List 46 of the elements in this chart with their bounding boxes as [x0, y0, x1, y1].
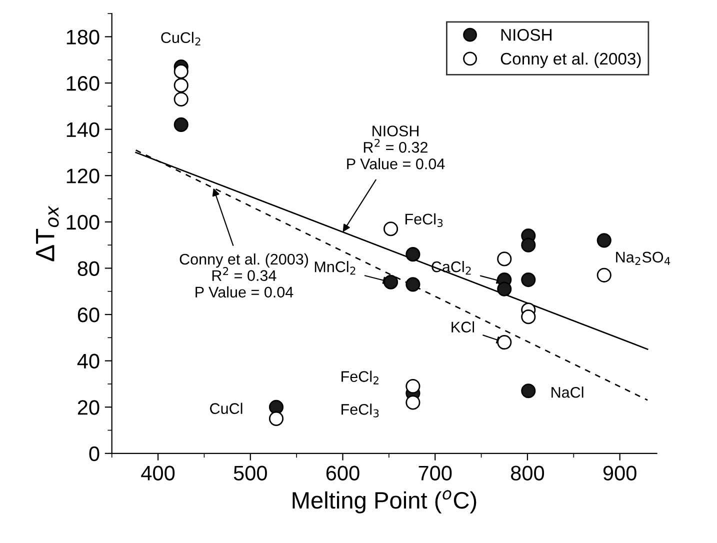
point — [383, 274, 398, 290]
annotation: FeCl$_{3}$ — [342, 404, 379, 418]
x-tick-label: 800 — [510, 466, 544, 481]
point — [521, 238, 536, 252]
point — [406, 247, 420, 262]
point — [406, 277, 420, 292]
point — [406, 378, 420, 394]
point — [521, 272, 536, 288]
annotation: CuCl$_{2}$ — [161, 32, 200, 46]
point — [521, 310, 536, 324]
annotation: CuCl — [210, 402, 242, 414]
x-tick-label: 900 — [603, 466, 636, 481]
point — [521, 384, 536, 398]
x-axis-title: Melting Point ($^{o}$C) — [292, 490, 476, 514]
annotation: KCl — [452, 321, 474, 332]
y-tick-label: 60 — [78, 308, 100, 322]
point — [406, 395, 420, 410]
y-tick-label: 140 — [66, 122, 100, 138]
y-tick-label: 0 — [89, 446, 100, 462]
annotation: Na$_{2}$SO$_{4}$ — [616, 252, 670, 265]
point — [596, 233, 612, 248]
y-axis-title: ΔT$_{ox}$ — [36, 206, 59, 262]
annotation: NIOSH R$^{2}$ = 0.32 P Value = 0.04 — [347, 126, 445, 170]
y-tick-label: 100 — [66, 214, 100, 230]
x-tick-label: 600 — [326, 466, 360, 481]
legend-label: Conny et al. (2003) — [500, 52, 641, 68]
annotation: Conny et al. (2003) R$^{2}$ = 0.34 P Value = 0.04 — [180, 253, 308, 298]
annotation: MnCl$_{2}$ — [314, 261, 356, 275]
x-tick-label: 700 — [418, 466, 452, 481]
x-tick-label: 500 — [234, 466, 267, 481]
y-tick-label: 160 — [66, 76, 100, 91]
point — [174, 117, 188, 132]
y-tick-label: 180 — [66, 30, 100, 44]
x-tick-label: 400 — [141, 466, 175, 481]
annotation: FeCl$_{3}$ — [406, 213, 443, 228]
y-tick-label: 80 — [78, 261, 100, 276]
point — [268, 400, 284, 414]
point — [497, 282, 512, 296]
annotation: NaCl — [552, 386, 584, 398]
point — [497, 335, 512, 350]
point — [174, 64, 188, 79]
annotation: FeCl$_{2}$ — [342, 370, 378, 384]
legend-label: NIOSH — [501, 29, 552, 41]
y-tick-label: 120 — [66, 168, 100, 184]
y-tick-label: 40 — [77, 354, 100, 369]
y-tick-label: 20 — [78, 400, 100, 415]
